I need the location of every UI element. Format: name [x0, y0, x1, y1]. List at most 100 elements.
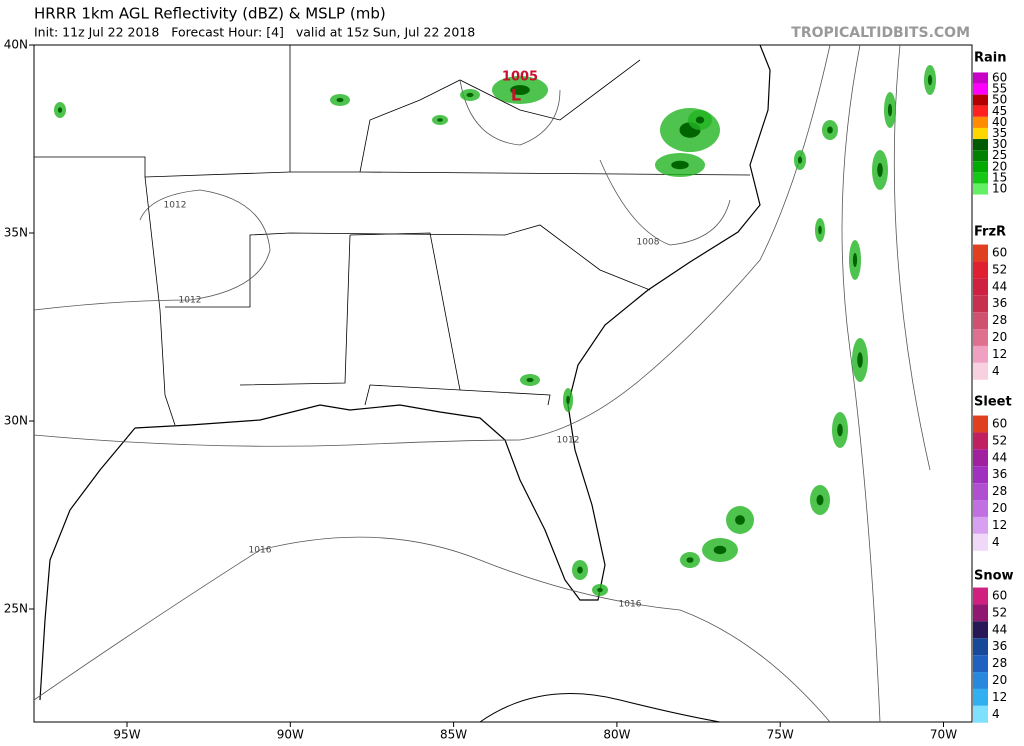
- legend-label: 40: [992, 115, 1007, 129]
- legend-label: 45: [992, 104, 1007, 118]
- radar-core: [466, 92, 474, 98]
- legend-swatch: [973, 604, 988, 622]
- legend-label: 36: [992, 467, 1007, 481]
- radar-core: [526, 377, 534, 383]
- isobar-label: 1016: [619, 600, 642, 610]
- radar-core: [577, 566, 583, 574]
- legend-swatch: [973, 261, 988, 279]
- legend-label: 20: [992, 330, 1007, 344]
- legend-label: 25: [992, 148, 1007, 162]
- legend-label: 52: [992, 433, 1007, 447]
- radar-core: [57, 107, 63, 113]
- radar-core: [797, 156, 803, 164]
- subtitle: Init: 11z Jul 22 2018 Forecast Hour: [4]…: [34, 25, 475, 40]
- lon-label: 80W: [603, 728, 630, 742]
- coastline: [134, 44, 771, 601]
- legend-label: 60: [992, 71, 1007, 85]
- legend-label: 44: [992, 450, 1007, 464]
- legend-swatch: [973, 705, 988, 723]
- legend-swatch: [973, 466, 988, 484]
- legend-label: 12: [992, 518, 1007, 532]
- cuba-coast: [479, 693, 721, 723]
- legend-swatch: [973, 483, 988, 501]
- legend-label: 55: [992, 82, 1007, 96]
- legend-swatch: [973, 655, 988, 673]
- radar-core: [735, 515, 745, 525]
- legend-swatch: [973, 295, 988, 313]
- legend-label: 60: [992, 246, 1007, 260]
- map-frame: [33, 44, 973, 723]
- legend-label: 50: [992, 93, 1007, 107]
- legend-label: 52: [992, 605, 1007, 619]
- state-borders: [34, 45, 751, 426]
- lon-label: 70W: [930, 728, 957, 742]
- lat-label: 35N: [4, 226, 28, 240]
- legend-swatch: [973, 244, 988, 262]
- lat-label: 40N: [4, 38, 28, 52]
- radar-core: [837, 423, 843, 437]
- legend: Rain6055504540353025201510FrzR6052443628…: [973, 51, 1014, 723]
- legend-label: 30: [992, 137, 1007, 151]
- legend-label: 4: [992, 707, 1000, 721]
- radar-core: [877, 163, 883, 177]
- radar-core: [852, 253, 858, 267]
- legend-label: 10: [992, 182, 1007, 196]
- isobar-label: 1012: [557, 436, 580, 446]
- legend-swatch: [973, 672, 988, 689]
- legend-label: 60: [992, 589, 1007, 603]
- legend-swatch: [973, 638, 988, 656]
- radar-core: [857, 352, 863, 368]
- isobar-label: 1008: [637, 238, 660, 248]
- radar-core: [336, 97, 344, 103]
- legend-swatch: [973, 172, 988, 184]
- radar-core: [713, 545, 727, 555]
- legend-swatch: [973, 415, 988, 433]
- legend-swatch: [973, 139, 988, 151]
- isobar-label: 1012: [179, 296, 202, 306]
- legend-label: 12: [992, 347, 1007, 361]
- radar-core: [816, 494, 824, 506]
- radar-core: [671, 160, 689, 170]
- legend-label: 28: [992, 656, 1007, 670]
- legend-swatch: [973, 533, 988, 551]
- isobars: [33, 44, 931, 723]
- axis-ticks: 95W 90W 85W 80W 75W 70W 40N 35N 30N 25N: [4, 38, 957, 742]
- legend-title: Sleet: [974, 395, 1012, 410]
- legend-swatch: [973, 72, 988, 84]
- legend-swatch: [973, 621, 988, 639]
- legend-swatch: [973, 83, 988, 95]
- legend-swatch: [973, 500, 988, 517]
- legend-label: 15: [992, 170, 1007, 184]
- lon-label: 90W: [277, 728, 304, 742]
- site-name: TROPICALTIDBITS.COM: [791, 25, 970, 41]
- legend-swatch: [973, 432, 988, 450]
- legend-swatch: [973, 127, 988, 140]
- legend-label: 20: [992, 501, 1007, 515]
- radar-core: [597, 587, 603, 593]
- legend-swatch: [973, 278, 988, 296]
- legend-swatch: [973, 688, 988, 706]
- legend-label: 20: [992, 159, 1007, 173]
- legend-title: FrzR: [974, 225, 1006, 240]
- legend-swatch: [973, 516, 988, 534]
- legend-swatch: [973, 329, 988, 346]
- radar-core: [437, 118, 443, 122]
- radar-core: [827, 126, 833, 134]
- legend-label: 12: [992, 690, 1007, 704]
- legend-label: 4: [992, 535, 1000, 549]
- radar-core: [927, 74, 933, 86]
- legend-swatch: [973, 362, 988, 380]
- map: 1012 1012 1008 1005 1012 1016 1016 L: [33, 44, 973, 723]
- isobar-label: 1012: [164, 201, 187, 211]
- legend-label: 60: [992, 417, 1007, 431]
- legend-label: 52: [992, 262, 1007, 276]
- radar-core: [887, 103, 893, 117]
- isobar-label: 1016: [249, 546, 272, 556]
- radar-core: [818, 225, 822, 235]
- legend-swatch: [973, 150, 988, 162]
- legend-swatch: [973, 183, 988, 195]
- legend-swatch: [973, 105, 988, 117]
- low-center: L: [511, 86, 521, 105]
- legend-label: 4: [992, 364, 1000, 378]
